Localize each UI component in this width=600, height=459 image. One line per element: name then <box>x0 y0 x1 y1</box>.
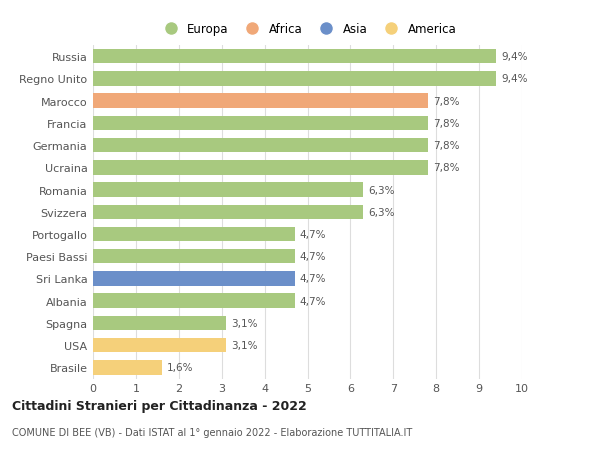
Bar <box>93 249 295 264</box>
Text: 9,4%: 9,4% <box>502 52 528 62</box>
Text: 4,7%: 4,7% <box>300 252 326 262</box>
Bar <box>93 50 496 64</box>
Legend: Europa, Africa, Asia, America: Europa, Africa, Asia, America <box>154 18 461 41</box>
Text: 4,7%: 4,7% <box>300 230 326 240</box>
Bar <box>93 94 428 109</box>
Bar <box>93 338 226 353</box>
Text: 3,1%: 3,1% <box>231 318 257 328</box>
Bar <box>93 116 428 131</box>
Bar <box>93 139 428 153</box>
Text: 4,7%: 4,7% <box>300 274 326 284</box>
Text: 1,6%: 1,6% <box>167 363 193 373</box>
Bar <box>93 316 226 330</box>
Bar <box>93 227 295 242</box>
Text: COMUNE DI BEE (VB) - Dati ISTAT al 1° gennaio 2022 - Elaborazione TUTTITALIA.IT: COMUNE DI BEE (VB) - Dati ISTAT al 1° ge… <box>12 427 412 437</box>
Bar <box>93 294 295 308</box>
Text: 7,8%: 7,8% <box>433 163 459 173</box>
Text: 3,1%: 3,1% <box>231 341 257 350</box>
Text: 4,7%: 4,7% <box>300 296 326 306</box>
Bar <box>93 205 363 219</box>
Text: Cittadini Stranieri per Cittadinanza - 2022: Cittadini Stranieri per Cittadinanza - 2… <box>12 399 307 412</box>
Bar <box>93 183 363 197</box>
Bar <box>93 272 295 286</box>
Bar <box>93 360 161 375</box>
Text: 7,8%: 7,8% <box>433 141 459 151</box>
Bar <box>93 72 496 86</box>
Text: 9,4%: 9,4% <box>502 74 528 84</box>
Bar <box>93 161 428 175</box>
Text: 6,3%: 6,3% <box>368 207 395 217</box>
Text: 6,3%: 6,3% <box>368 185 395 195</box>
Text: 7,8%: 7,8% <box>433 118 459 129</box>
Text: 7,8%: 7,8% <box>433 96 459 106</box>
